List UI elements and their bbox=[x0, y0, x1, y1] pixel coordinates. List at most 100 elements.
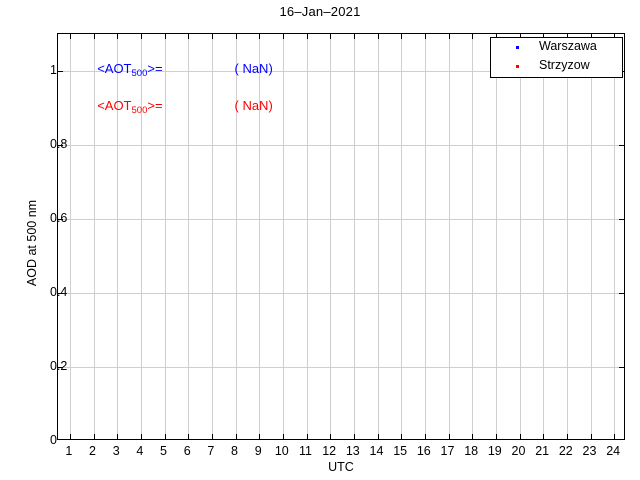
y-tick-mark bbox=[58, 145, 63, 146]
x-tick-mark bbox=[353, 34, 355, 39]
x-tick-mark bbox=[614, 434, 616, 439]
chart-title: 16–Jan–2021 bbox=[279, 4, 361, 19]
y-tick-label: 0.2 bbox=[50, 359, 68, 373]
x-tick-mark bbox=[259, 434, 261, 439]
y-gridline bbox=[58, 293, 624, 294]
x-gridline bbox=[590, 34, 592, 439]
x-tick-mark bbox=[69, 434, 71, 439]
x-tick-mark bbox=[401, 434, 403, 439]
legend-marker-warszawa bbox=[516, 46, 519, 49]
x-tick-mark bbox=[590, 34, 592, 39]
x-gridline bbox=[282, 34, 284, 439]
x-gridline bbox=[306, 34, 308, 439]
x-tick-mark bbox=[117, 34, 119, 39]
x-tick-mark bbox=[306, 434, 308, 439]
annotation-label-warszawa: <AOT500>= bbox=[97, 61, 162, 79]
x-gridline bbox=[519, 34, 521, 439]
x-tick-mark bbox=[472, 434, 474, 439]
x-tick-mark bbox=[93, 34, 95, 39]
y-gridline bbox=[58, 219, 624, 220]
x-tick-mark bbox=[566, 434, 568, 439]
y-tick-mark bbox=[619, 219, 624, 220]
x-gridline bbox=[566, 34, 568, 439]
y-tick-mark bbox=[58, 367, 63, 368]
annotation-subscript: 500 bbox=[131, 68, 148, 80]
x-tick-mark bbox=[282, 434, 284, 439]
y-gridline bbox=[58, 145, 624, 146]
x-tick-label: 16 bbox=[416, 444, 431, 458]
annotation-suffix: >= bbox=[147, 98, 163, 113]
x-gridline bbox=[69, 34, 71, 439]
x-tick-label: 15 bbox=[393, 444, 408, 458]
y-tick-mark bbox=[58, 71, 63, 72]
x-tick-label: 6 bbox=[183, 444, 191, 458]
x-tick-label: 20 bbox=[511, 444, 526, 458]
x-gridline bbox=[117, 34, 119, 439]
x-tick-label: 14 bbox=[369, 444, 384, 458]
x-tick-label: 3 bbox=[112, 444, 120, 458]
x-tick-mark bbox=[519, 434, 521, 439]
annotation-suffix: >= bbox=[147, 61, 163, 76]
x-tick-mark bbox=[140, 34, 142, 39]
x-tick-mark bbox=[164, 434, 166, 439]
x-tick-mark bbox=[543, 434, 545, 439]
y-tick-label: 0.8 bbox=[50, 137, 68, 151]
annotation-subscript: 500 bbox=[131, 105, 148, 117]
y-tick-label: 1 bbox=[50, 63, 57, 77]
annotation-value-warszawa: ( NaN) bbox=[234, 61, 273, 76]
y-gridline bbox=[58, 367, 624, 368]
x-tick-mark bbox=[377, 434, 379, 439]
x-gridline bbox=[211, 34, 213, 439]
x-tick-label: 13 bbox=[345, 444, 360, 458]
legend-item-strzyzow: Strzyzow bbox=[491, 57, 624, 76]
x-gridline bbox=[472, 34, 474, 439]
x-gridline bbox=[543, 34, 545, 439]
x-gridline bbox=[448, 34, 450, 439]
x-tick-mark bbox=[472, 34, 474, 39]
x-tick-label: 17 bbox=[440, 444, 455, 458]
y-tick-mark bbox=[58, 219, 63, 220]
y-axis-label: AOD at 500 nm bbox=[25, 199, 39, 287]
x-tick-mark bbox=[282, 34, 284, 39]
y-tick-label: 0 bbox=[50, 433, 57, 447]
y-gridline bbox=[58, 71, 624, 72]
legend-marker-strzyzow bbox=[516, 65, 519, 68]
annotation-prefix: <AOT bbox=[97, 98, 132, 113]
annotation-label-strzyzow: <AOT500>= bbox=[97, 98, 162, 116]
x-tick-label: 2 bbox=[89, 444, 96, 458]
x-tick-mark bbox=[614, 34, 616, 39]
x-tick-label: 24 bbox=[606, 444, 621, 458]
x-tick-label: 21 bbox=[535, 444, 550, 458]
x-tick-mark bbox=[306, 34, 308, 39]
x-tick-mark bbox=[424, 434, 426, 439]
annotation-value-strzyzow: ( NaN) bbox=[234, 98, 273, 113]
x-tick-mark bbox=[566, 34, 568, 39]
x-tick-mark bbox=[93, 434, 95, 439]
x-tick-mark bbox=[448, 434, 450, 439]
x-tick-mark bbox=[117, 434, 119, 439]
x-gridline bbox=[495, 34, 497, 439]
x-tick-mark bbox=[377, 34, 379, 39]
x-tick-label: 18 bbox=[464, 444, 479, 458]
x-tick-label: 8 bbox=[231, 444, 238, 458]
x-tick-label: 11 bbox=[299, 444, 312, 458]
annotation-prefix: <AOT bbox=[97, 61, 132, 76]
x-gridline bbox=[188, 34, 190, 439]
y-tick-mark bbox=[619, 145, 624, 146]
x-tick-mark bbox=[211, 434, 213, 439]
x-gridline bbox=[164, 34, 166, 439]
x-tick-mark bbox=[424, 34, 426, 39]
x-tick-mark bbox=[543, 34, 545, 39]
x-gridline bbox=[614, 34, 616, 439]
x-gridline bbox=[93, 34, 95, 439]
x-tick-mark bbox=[330, 434, 332, 439]
x-tick-mark bbox=[235, 434, 237, 439]
x-tick-mark bbox=[590, 434, 592, 439]
y-tick-mark bbox=[619, 367, 624, 368]
legend-item-warszawa: Warszawa bbox=[491, 38, 624, 57]
x-tick-label: 9 bbox=[254, 444, 262, 458]
x-gridline bbox=[377, 34, 379, 439]
plot-area bbox=[57, 33, 625, 440]
x-tick-label: 4 bbox=[136, 444, 144, 458]
